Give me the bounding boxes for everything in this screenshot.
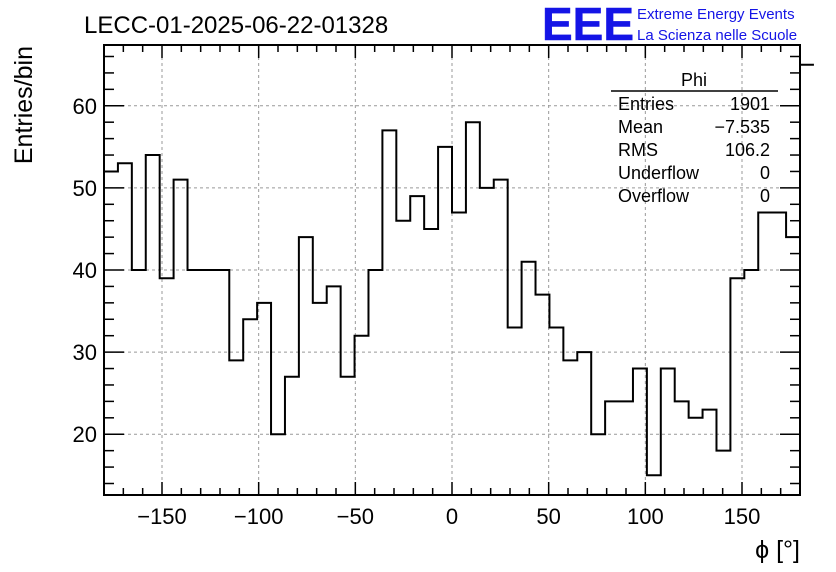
axis-ticks [103, 45, 801, 495]
x-tick-label: 50 [536, 504, 560, 529]
y-tick-label: 60 [73, 94, 97, 119]
stats-label-entries: Entries [618, 94, 674, 114]
eee-logo-line1: Extreme Energy Events [637, 6, 795, 23]
stats-label-overflow: Overflow [618, 186, 690, 206]
y-tick-label: 40 [73, 258, 97, 283]
stats-box: Phi Entries 1901 Mean −7.535 RMS 106.2 U… [611, 70, 778, 206]
stats-value-mean: −7.535 [714, 117, 770, 137]
x-tick-label: 150 [724, 504, 761, 529]
y-tick-labels: 20 30 40 50 60 [73, 94, 97, 447]
eee-logo: EEE Extreme Energy Events La Scienza nel… [542, 0, 797, 50]
x-tick-label: −150 [137, 504, 187, 529]
stats-label-rms: RMS [618, 140, 658, 160]
stats-value-entries: 1901 [730, 94, 770, 114]
x-tick-label: 0 [446, 504, 458, 529]
x-axis-label: ϕ [°] [755, 536, 800, 564]
y-tick-label: 20 [73, 422, 97, 447]
stats-value-rms: 106.2 [725, 140, 770, 160]
stats-value-overflow: 0 [760, 186, 770, 206]
eee-logo-mark: EEE [542, 0, 634, 50]
x-tick-label: 100 [627, 504, 664, 529]
y-axis-label: Entries/bin [10, 46, 38, 164]
x-tick-labels: −150 −100 −50 0 50 100 150 [137, 504, 760, 529]
x-tick-label: −50 [337, 504, 374, 529]
stats-value-underflow: 0 [760, 163, 770, 183]
stats-title: Phi [681, 70, 707, 90]
stats-label-mean: Mean [618, 117, 663, 137]
y-tick-label: 50 [73, 176, 97, 201]
histogram-outline [104, 63, 814, 477]
chart-title: LECC-01-2025-06-22-01328 [84, 12, 388, 39]
stats-label-underflow: Underflow [618, 163, 700, 183]
y-tick-label: 30 [73, 340, 97, 365]
x-tick-label: −100 [234, 504, 284, 529]
eee-logo-line2: La Scienza nelle Scuole [637, 27, 797, 44]
